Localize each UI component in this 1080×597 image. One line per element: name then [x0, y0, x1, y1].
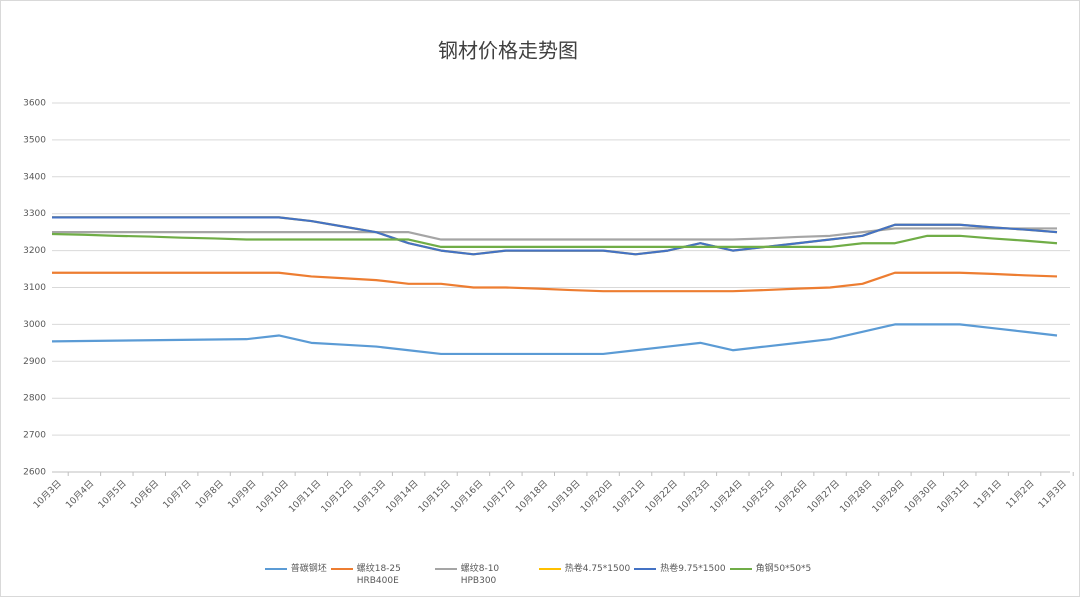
series-line [52, 216, 1058, 256]
legend-swatch [434, 568, 457, 570]
legend-item: 普碳钢坯 [264, 563, 327, 587]
x-tick-label: 10月23日 [676, 478, 713, 515]
legend-label: 螺纹18-25 HRB400E [356, 564, 401, 586]
x-tick-label: 10月9日 [226, 478, 259, 511]
x-tick-label: 10月15日 [416, 478, 453, 515]
x-tick-label: 10月7日 [161, 478, 194, 511]
legend: 普碳钢坯 螺纹18-25 HRB400E 螺纹8-10 HPB300 热卷4.75*1… [0, 563, 1080, 587]
y-tick-label: 3300 [23, 209, 46, 219]
legend-item: 螺纹8-10 HPB300 [434, 563, 535, 587]
legend-label: 热卷4.75*1500 [564, 564, 631, 574]
y-tick-label: 3100 [23, 283, 46, 293]
y-tick-label: 3200 [23, 246, 46, 256]
series-line [52, 271, 1058, 293]
legend-swatch [330, 568, 353, 570]
legend-swatch [634, 568, 657, 570]
y-tick-label: 2700 [23, 431, 46, 441]
legend-swatch [729, 568, 752, 570]
y-tick-label: 3000 [23, 320, 46, 330]
x-tick-label: 10月31日 [935, 478, 972, 515]
series-line [52, 227, 1057, 241]
x-tick-label: 10月20日 [578, 478, 615, 515]
x-tick-label: 11月1日 [971, 478, 1004, 511]
x-tick-label: 11月2日 [1004, 478, 1037, 511]
x-tick-label: 10月24日 [708, 478, 745, 515]
legend-item: 角钢50*50*5 [729, 563, 812, 587]
x-tick-label: 10月3日 [31, 478, 64, 511]
y-tick-label: 2900 [23, 357, 46, 367]
x-tick-label: 10月8日 [193, 478, 226, 511]
x-tick-label: 10月22日 [643, 478, 680, 515]
y-tick-label: 2800 [23, 394, 46, 404]
x-tick-label: 10月25日 [740, 478, 777, 515]
legend-swatch [538, 568, 561, 570]
legend-item: 螺纹18-25 HRB400E [330, 563, 431, 587]
x-tick-label: 10月14日 [384, 478, 421, 515]
x-tick-label: 11月3日 [1036, 478, 1069, 511]
x-tick-label: 10月19日 [546, 478, 583, 515]
legend-item: 热卷4.75*1500 [538, 563, 631, 587]
x-tick-label: 10月16日 [449, 478, 486, 515]
series-line [52, 216, 1058, 256]
legend-item: 热卷9.75*1500 [634, 563, 726, 587]
legend-label: 热卷9.75*1500 [660, 564, 726, 574]
y-tick-label: 3400 [23, 172, 46, 182]
x-tick-label: 10月13日 [351, 478, 388, 515]
x-tick-label: 10月30日 [903, 478, 940, 515]
legend-label: 普碳钢坯 [290, 564, 327, 574]
x-tick-label: 10月4日 [64, 478, 97, 511]
x-tick-label: 10月26日 [773, 478, 810, 515]
y-tick-label: 3600 [23, 99, 46, 109]
y-tick-label: 3500 [23, 135, 46, 145]
x-tick-label: 10月10日 [254, 478, 291, 515]
x-tick-label: 10月21日 [611, 478, 648, 515]
y-tick-label: 2600 [23, 468, 46, 478]
series-line [51, 232, 1058, 249]
x-tick-label: 10月12日 [319, 478, 356, 515]
x-tick-label: 10月28日 [838, 478, 875, 515]
x-tick-label: 10月6日 [128, 478, 161, 511]
series-line [51, 323, 1058, 356]
legend-swatch [264, 568, 287, 570]
x-tick-label: 10月11日 [287, 478, 324, 515]
x-tick-label: 10月18日 [513, 478, 550, 515]
legend-label: 角钢50*50*5 [755, 564, 812, 574]
chart-title: 钢材价格走势图 [438, 39, 578, 63]
x-tick-label: 10月17日 [481, 478, 518, 515]
x-tick-label: 10月29日 [870, 478, 907, 515]
x-tick-label: 10月5日 [96, 478, 129, 511]
legend-label: 螺纹8-10 HPB300 [460, 564, 500, 586]
x-tick-label: 10月27日 [805, 478, 842, 515]
